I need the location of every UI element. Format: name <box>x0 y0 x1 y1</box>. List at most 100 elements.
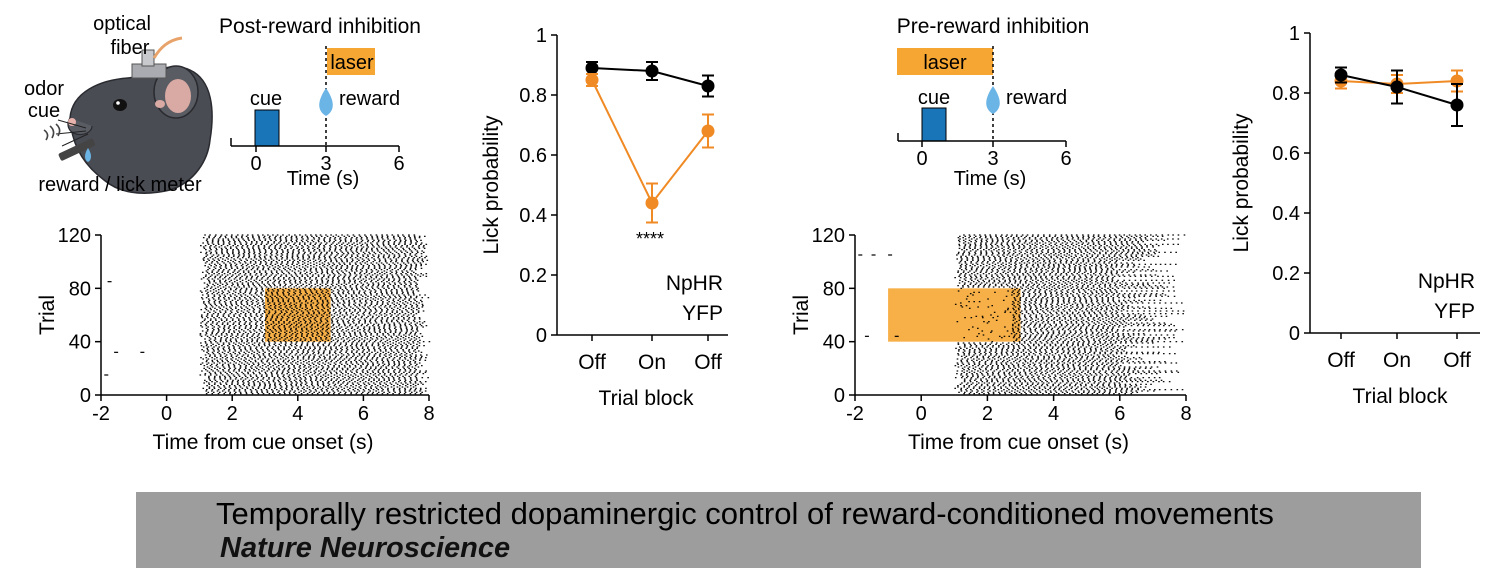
lick-tick <box>288 286 290 288</box>
lick-tick <box>277 365 280 367</box>
lick-tick <box>339 315 341 317</box>
lick-tick <box>405 353 408 355</box>
lick-tick <box>307 373 310 375</box>
lick-tick <box>217 393 220 395</box>
lick-tick <box>270 337 272 339</box>
lick-tick <box>265 375 268 377</box>
lick-tick <box>416 283 418 285</box>
lick-tick <box>346 349 349 351</box>
lick-tick <box>335 353 337 355</box>
lick-tick <box>236 267 239 269</box>
lick-tick <box>229 378 232 380</box>
lick-tick <box>347 297 350 299</box>
lick-tick <box>351 237 353 239</box>
lick-tick <box>321 270 323 272</box>
lick-tick <box>273 393 276 395</box>
lick-tick <box>224 378 226 380</box>
lick-tick <box>351 265 354 267</box>
lick-tick <box>386 234 388 236</box>
lick-tick <box>229 313 232 315</box>
lick-tick <box>411 335 413 337</box>
lick-tick <box>250 258 253 260</box>
lick-tick <box>317 374 319 376</box>
lick-tick <box>224 266 227 268</box>
lick-tick <box>409 343 412 345</box>
lick-tick <box>378 369 380 371</box>
lick-tick <box>324 258 326 260</box>
lick-tick <box>239 290 241 292</box>
lick-tick <box>366 338 369 340</box>
lick-tick <box>230 289 232 291</box>
lick-tick <box>331 319 333 321</box>
lick-tick <box>288 379 291 381</box>
lick-tick <box>199 290 202 292</box>
lick-tick <box>330 254 332 256</box>
lick-tick <box>343 309 346 311</box>
lick-tick <box>339 313 341 315</box>
lick-tick <box>252 237 254 239</box>
lick-tick <box>218 346 221 348</box>
lick-tick <box>393 385 395 387</box>
lick-tick <box>246 303 249 305</box>
lick-tick <box>351 254 353 256</box>
lick-tick <box>203 259 205 261</box>
lick-tick <box>232 251 234 253</box>
lick-tick <box>222 286 225 288</box>
lick-tick <box>283 290 285 292</box>
post-reward-drop-icon <box>319 88 333 116</box>
lick-tick <box>287 375 290 377</box>
lick-tick <box>254 293 257 295</box>
lick-tick <box>406 346 408 348</box>
lick-tick <box>353 331 356 333</box>
lick-tick <box>347 341 350 343</box>
lick-tick <box>338 310 340 312</box>
lick-tick <box>398 371 400 373</box>
lick-tick <box>276 234 279 236</box>
lick-tick <box>332 273 335 275</box>
lick-tick <box>372 285 374 287</box>
lick-tick <box>388 279 390 281</box>
lick-tick <box>223 306 225 308</box>
lick-tick <box>361 379 364 381</box>
lick-tick <box>368 307 370 309</box>
lick-tick <box>310 234 312 236</box>
lick-tick <box>222 291 225 293</box>
lick-tick <box>332 290 335 292</box>
lick-tick <box>377 238 379 240</box>
lick-tick <box>336 349 339 351</box>
lick-tick <box>214 338 217 340</box>
lick-tick <box>252 259 255 261</box>
lick-tick <box>249 346 252 348</box>
lick-tick <box>406 383 409 385</box>
lick-tick <box>291 307 293 309</box>
lick-tick <box>360 365 362 367</box>
lick-tick <box>327 277 330 279</box>
lick-tick <box>251 358 253 360</box>
lick-tick <box>382 377 384 379</box>
lick-tick <box>404 282 406 284</box>
lick-tick <box>227 278 230 280</box>
lick-tick <box>333 391 336 393</box>
lick-tick <box>327 393 330 395</box>
lick-tick <box>333 345 335 347</box>
lick-tick <box>277 294 279 296</box>
lick-tick <box>388 334 390 336</box>
lick-tick <box>306 307 309 309</box>
lick-tick <box>342 301 345 303</box>
lick-tick <box>264 385 266 387</box>
lick-tick <box>373 267 376 269</box>
lick-tick <box>331 359 333 361</box>
lick-tick <box>254 389 257 391</box>
lick-tick <box>286 373 289 375</box>
lick-tick <box>322 385 325 387</box>
lick-tick <box>246 338 248 340</box>
lick-tick <box>328 383 331 385</box>
lick-tick <box>233 254 235 256</box>
lick-tick <box>286 262 289 264</box>
lick-tick <box>348 275 351 277</box>
lick-tick <box>352 383 355 385</box>
lick-tick <box>396 302 399 304</box>
lick-tick <box>364 253 366 255</box>
lick-tick <box>238 385 241 387</box>
lick-tick <box>262 378 264 380</box>
